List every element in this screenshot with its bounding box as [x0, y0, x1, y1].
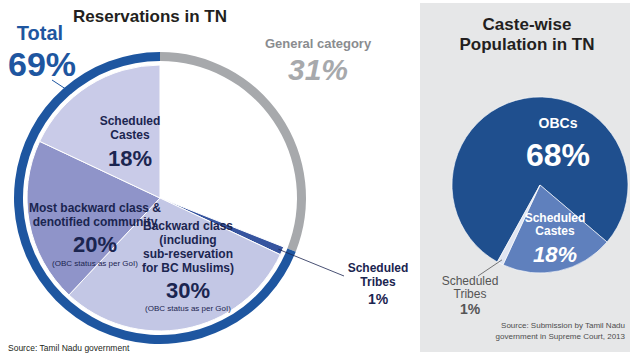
- data-label: 31%: [288, 53, 348, 86]
- data-label-line: 30%: [166, 278, 210, 303]
- category-label-line: Scheduled: [348, 261, 409, 275]
- annotation-value-line: 69%: [8, 45, 76, 83]
- chart-1: OBCs68%ScheduledCastes18%ScheduledTribes…: [420, 3, 630, 352]
- annotation-value: 69%: [8, 45, 76, 83]
- pie-slice: [40, 65, 160, 198]
- source-note-line: Source: Tamil Nadu government: [8, 343, 130, 353]
- category-label: General category: [265, 36, 372, 51]
- data-label-line: 1%: [368, 291, 389, 307]
- pie-group: [452, 97, 628, 273]
- plot-area: [14, 52, 306, 344]
- data-label: 30%: [166, 278, 210, 303]
- data-label-line: 18%: [108, 146, 152, 171]
- chart-title-line: Population in TN: [459, 35, 594, 54]
- chart-0: Total69%General category31%ScheduledTrib…: [8, 7, 408, 353]
- note-label: (OBC status as per GoI): [145, 304, 231, 313]
- chart-title: Reservations in TN: [73, 7, 227, 26]
- data-label-line: 68%: [526, 137, 590, 173]
- category-label: ScheduledTribes: [442, 274, 499, 301]
- annotation-text-line: Total: [17, 22, 63, 44]
- leader-line: [278, 249, 344, 276]
- category-label: ScheduledCastes: [100, 114, 161, 142]
- data-label: 1%: [368, 291, 389, 307]
- note-label-line: (OBC status as per GoI): [52, 259, 138, 268]
- plot-area: [452, 97, 628, 273]
- category-label-line: Most backward class &: [29, 201, 161, 215]
- source-note-line: government in Supreme Court, 2013: [496, 332, 626, 341]
- chart-title-line: Caste-wise: [483, 15, 572, 34]
- panel-background: [420, 3, 630, 352]
- note-label: (OBC status as per GoI): [52, 259, 138, 268]
- category-label-line: Castes: [535, 224, 575, 238]
- category-label-line: Tribes: [360, 275, 396, 289]
- data-label-line: 31%: [288, 53, 348, 86]
- data-label-line: 1%: [460, 301, 481, 317]
- category-label-line: denotified community: [33, 215, 158, 229]
- data-label: 20%: [73, 232, 117, 257]
- source-note: Source: Submission by Tamil Nadu governme…: [496, 321, 626, 341]
- data-label-line: 20%: [73, 232, 117, 257]
- data-label-line: 18%: [533, 242, 577, 267]
- chart-container: Total69%General category31%ScheduledTrib…: [0, 0, 630, 354]
- category-label: Most backward class &denotified communit…: [29, 201, 161, 229]
- category-label-line: (including: [159, 233, 216, 247]
- category-label-line: OBCs: [539, 115, 578, 131]
- annotation-text: Total: [17, 22, 63, 44]
- data-label: 18%: [108, 146, 152, 171]
- total-ring: [14, 52, 296, 344]
- data-label: 18%: [533, 242, 577, 267]
- source-note-line: Source: Submission by Tamil Nadu: [501, 321, 625, 330]
- note-label-line: (OBC status as per GoI): [145, 304, 231, 313]
- category-label-line: Scheduled: [442, 274, 499, 288]
- category-label: OBCs: [539, 115, 578, 131]
- category-label-line: Scheduled: [525, 211, 586, 225]
- data-label: 68%: [526, 137, 590, 173]
- category-label-line: sub-reservation: [143, 247, 233, 261]
- category-label-line: Castes: [110, 128, 150, 142]
- category-label: ScheduledCastes: [525, 211, 586, 238]
- category-label-line: Scheduled: [100, 114, 161, 128]
- chart-title: Caste-wisePopulation in TN: [459, 15, 594, 54]
- pie-group: [14, 52, 306, 344]
- category-label-line: Tribes: [454, 287, 487, 301]
- data-label: 1%: [460, 301, 481, 317]
- chart-title-line: Reservations in TN: [73, 7, 227, 26]
- source-note: Source: Tamil Nadu government: [8, 343, 130, 353]
- chart-canvas: Total69%General category31%ScheduledTrib…: [0, 0, 630, 354]
- category-label-line: General category: [265, 36, 372, 51]
- category-label: ScheduledTribes: [348, 261, 409, 289]
- category-label-line: for BC Muslims): [142, 261, 234, 275]
